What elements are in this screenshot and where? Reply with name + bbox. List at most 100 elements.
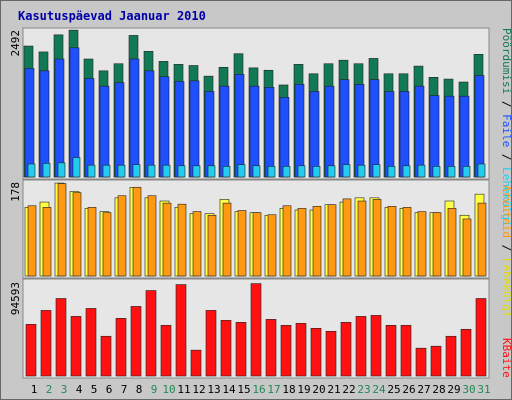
bar-arvuteid-1 bbox=[27, 205, 37, 277]
legend-sep: / bbox=[500, 94, 512, 114]
legend-sep: / bbox=[500, 238, 512, 258]
bar-lehekülgi-4 bbox=[72, 157, 81, 178]
x-tick-label: 2 bbox=[46, 383, 53, 396]
bar-arvuteid-25 bbox=[387, 205, 397, 277]
x-tick-label: 26 bbox=[402, 383, 415, 396]
x-tick-label: 12 bbox=[192, 383, 205, 396]
bar-arvuteid-8 bbox=[132, 186, 142, 277]
bar-kbaite-28 bbox=[430, 345, 442, 377]
x-tick-label: 25 bbox=[387, 383, 400, 396]
x-tick-label: 14 bbox=[222, 383, 236, 396]
bar-faile-20 bbox=[309, 91, 320, 178]
x-tick-label: 15 bbox=[237, 383, 250, 396]
bar-kbaite-16 bbox=[250, 283, 262, 377]
bar-kbaite-25 bbox=[385, 325, 397, 377]
bar-faile-7 bbox=[114, 82, 125, 178]
x-axis-labels: 1 2 3 4 5 6 7 8 9 10 11 12 13 14 15 16 17 18 19 20 21 22 23 24 2… bbox=[31, 383, 491, 396]
bar-faile-17 bbox=[264, 87, 275, 178]
x-tick-label: 18 bbox=[282, 383, 295, 396]
bar-kbaite-26 bbox=[400, 325, 412, 377]
bar-faile-14 bbox=[219, 85, 230, 178]
x-tick-label: 29 bbox=[447, 383, 460, 396]
bar-lehekülgi-25 bbox=[387, 166, 396, 178]
bar-kbaite-11 bbox=[175, 284, 187, 377]
legend-sep: / bbox=[500, 147, 512, 167]
bar-faile-12 bbox=[189, 80, 200, 178]
bar-arvuteid-27 bbox=[417, 211, 427, 277]
x-tick-label: 7 bbox=[121, 383, 128, 396]
legend-lehekulgi: Lehekülgi bbox=[500, 167, 512, 227]
bar-lehekülgi-3 bbox=[57, 162, 66, 178]
x-tick-label: 11 bbox=[177, 383, 190, 396]
bar-arvuteid-16 bbox=[252, 212, 262, 277]
bar-kbaite-9 bbox=[145, 290, 157, 377]
x-tick-label: 1 bbox=[31, 383, 38, 396]
bar-faile-21 bbox=[324, 85, 335, 178]
bar-faile-6 bbox=[99, 85, 110, 178]
middle-legend: Arvuteid / Lehekülgi bbox=[500, 185, 512, 317]
bar-kbaite-31 bbox=[475, 298, 487, 377]
x-tick-label: 21 bbox=[327, 383, 340, 396]
bar-kbaite-23 bbox=[355, 316, 367, 377]
x-tick-label: 23 bbox=[357, 383, 370, 396]
bar-lehekülgi-11 bbox=[177, 165, 186, 178]
bar-lehekülgi-13 bbox=[207, 165, 216, 178]
x-tick-label: 10 bbox=[162, 383, 175, 396]
bar-kbaite-4 bbox=[70, 316, 82, 377]
bar-arvuteid-19 bbox=[297, 208, 307, 277]
bar-lehekülgi-2 bbox=[42, 163, 51, 178]
bar-faile-19 bbox=[294, 84, 305, 178]
bar-faile-23 bbox=[354, 84, 365, 178]
bar-lehekülgi-21 bbox=[327, 165, 336, 178]
x-tick-label: 8 bbox=[136, 383, 143, 396]
bar-faile-3 bbox=[54, 58, 65, 178]
bar-arvuteid-15 bbox=[237, 210, 247, 277]
bar-kbaite-20 bbox=[310, 328, 322, 377]
bar-kbaite-7 bbox=[115, 318, 127, 377]
bar-faile-27 bbox=[414, 85, 425, 178]
bar-arvuteid-28 bbox=[432, 212, 442, 277]
x-tick-label: 22 bbox=[342, 383, 355, 396]
bars-layer bbox=[23, 29, 487, 377]
x-tick-label: 19 bbox=[297, 383, 310, 396]
bar-arvuteid-31 bbox=[477, 202, 487, 277]
bar-arvuteid-24 bbox=[372, 199, 382, 277]
bar-faile-24 bbox=[369, 79, 380, 178]
bar-lehekülgi-6 bbox=[102, 164, 111, 178]
bar-kbaite-6 bbox=[100, 335, 112, 377]
bar-arvuteid-12 bbox=[192, 211, 202, 277]
x-tick-label: 4 bbox=[76, 383, 83, 396]
x-tick-label: 20 bbox=[312, 383, 325, 396]
bar-arvuteid-23 bbox=[357, 200, 367, 277]
bar-kbaite-29 bbox=[445, 335, 457, 377]
bar-kbaite-5 bbox=[85, 308, 97, 377]
bar-lehekülgi-14 bbox=[222, 166, 231, 178]
bar-arvuteid-21 bbox=[327, 204, 337, 277]
legend-lehekulgi-2: Lehekülgi bbox=[500, 258, 512, 318]
bar-kbaite-24 bbox=[370, 315, 382, 377]
x-tick-label: 3 bbox=[61, 383, 68, 396]
x-tick-label: 16 bbox=[252, 383, 265, 396]
bar-arvuteid-26 bbox=[402, 207, 412, 277]
bar-kbaite-2 bbox=[40, 310, 52, 377]
bar-faile-8 bbox=[129, 58, 140, 178]
bar-arvuteid-10 bbox=[162, 202, 172, 277]
bar-lehekülgi-10 bbox=[162, 164, 171, 178]
bar-arvuteid-13 bbox=[207, 214, 217, 277]
legend-arvuteid: Arvuteid bbox=[500, 185, 512, 238]
bar-arvuteid-6 bbox=[102, 212, 112, 277]
bar-kbaite-8 bbox=[130, 306, 142, 377]
bar-lehekülgi-20 bbox=[312, 166, 321, 178]
bar-lehekülgi-18 bbox=[282, 166, 291, 178]
x-tick-label: 30 bbox=[462, 383, 475, 396]
bar-faile-31 bbox=[474, 75, 485, 178]
legend-poordumisi: Pöördumisi bbox=[500, 28, 512, 94]
bar-kbaite-3 bbox=[55, 298, 67, 377]
bar-lehekülgi-26 bbox=[402, 165, 411, 178]
bar-faile-15 bbox=[234, 74, 245, 178]
bar-kbaite-27 bbox=[415, 347, 427, 377]
x-tick-label: 27 bbox=[417, 383, 430, 396]
bar-arvuteid-29 bbox=[447, 208, 457, 277]
bar-lehekülgi-28 bbox=[432, 166, 441, 178]
